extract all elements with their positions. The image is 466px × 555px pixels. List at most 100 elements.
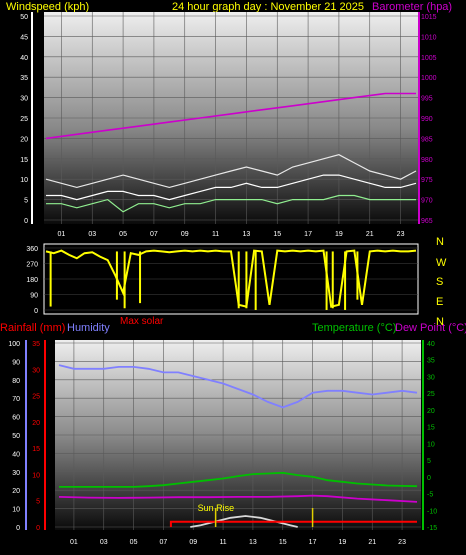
wind-x-tick-label: 17: [304, 231, 312, 238]
temperature-tick-label: 35: [427, 358, 435, 365]
temperature-tick-label: 20: [427, 408, 435, 415]
barometer-tick-label: 965: [421, 218, 433, 225]
wind-y-tick-label: 50: [20, 14, 28, 21]
humidity-tick-label: 80: [12, 378, 20, 385]
rain-line: [169, 520, 417, 527]
rain-tick-label: 25: [32, 394, 40, 401]
direction-grid: [44, 247, 418, 311]
temperature-tick-label: 0: [427, 475, 431, 482]
humidity-line: [58, 364, 418, 409]
solar-line: [190, 515, 298, 528]
rain-tick-label: 35: [32, 341, 40, 348]
temperature-x-tick-label: 13: [249, 539, 257, 546]
humidity-tick-label: 90: [12, 359, 20, 366]
temperature-x-tick-label: 21: [368, 539, 376, 546]
wind-x-tick-label: 05: [119, 231, 127, 238]
direction-tick-label: 360: [26, 246, 38, 253]
rain-tick-label: 5: [36, 499, 40, 506]
direction-line: [45, 249, 417, 308]
direction-tick-label: 0: [34, 308, 38, 315]
rain-tick-label: 10: [32, 472, 40, 479]
temperature-line: [59, 471, 418, 488]
rain-tick-label: 30: [32, 367, 40, 374]
temperature-tick-label: 15: [427, 425, 435, 432]
barometer-tick-label: 975: [421, 177, 433, 184]
rain-tick-label: 20: [32, 420, 40, 427]
barometer-tick-label: 1010: [421, 34, 437, 41]
wind-x-tick-label: 13: [243, 231, 251, 238]
temperature-tick-label: -5: [427, 492, 433, 499]
temperature-axes: 010203040506070809010005101520253035-15-…: [8, 340, 437, 546]
barometer-title: Barometer (hpa): [372, 1, 452, 13]
temperature-x-tick-label: 01: [70, 539, 78, 546]
wind-y-tick-label: 5: [24, 198, 28, 205]
direction-tick-label: 270: [26, 262, 38, 269]
compass-label: N: [436, 316, 444, 328]
rain-tick-label: 0: [36, 525, 40, 532]
wind-y-tick-label: 25: [20, 116, 28, 123]
windspeed-title: Windspeed (kph): [6, 1, 89, 13]
barometer-tick-label: 980: [421, 157, 433, 164]
wind-y-tick-label: 35: [20, 75, 28, 82]
humidity-tick-label: 30: [12, 470, 20, 477]
sun-rise-label: Sun Rise: [198, 503, 235, 513]
humidity-label: Humidity: [67, 322, 110, 334]
rainfall-label: Rainfall (mm): [0, 322, 65, 334]
compass-label: S: [436, 276, 443, 288]
wind-x-tick-label: 03: [88, 231, 96, 238]
direction-tick-label: 180: [26, 277, 38, 284]
wind-y-tick-label: 40: [20, 55, 28, 62]
wind-x-tick-label: 19: [335, 231, 343, 238]
wind-y-tick-label: 20: [20, 136, 28, 143]
windspeed-line: [46, 174, 417, 201]
temperature-grid: [55, 340, 421, 530]
temperature-x-tick-label: 11: [219, 539, 226, 546]
barometer-tick-label: 985: [421, 136, 433, 143]
temperature-tick-label: 5: [427, 458, 431, 465]
graph-day-title: 24 hour graph day : November 21 2025: [172, 1, 364, 13]
wind-y-tick-label: 0: [24, 218, 28, 225]
wind-x-tick-label: 09: [181, 231, 189, 238]
temperature-x-tick-label: 05: [130, 539, 138, 546]
compass-label: W: [436, 257, 447, 269]
temperature-tick-label: 25: [427, 391, 435, 398]
temperature-x-tick-label: 19: [339, 539, 347, 546]
avg_wind-line: [46, 194, 416, 213]
barometer-tick-label: 970: [421, 198, 433, 205]
compass-label: E: [436, 296, 443, 308]
wind-y-tick-label: 15: [20, 157, 28, 164]
humidity-tick-label: 0: [16, 525, 20, 532]
humidity-tick-label: 20: [12, 488, 20, 495]
temperature-x-tick-label: 09: [189, 539, 197, 546]
barometer-tick-label: 990: [421, 116, 433, 123]
humidity-tick-label: 10: [12, 507, 20, 514]
wind-series: [45, 92, 417, 213]
temperature-tick-label: 10: [427, 441, 435, 448]
barometer-tick-label: 1015: [421, 14, 437, 21]
dew_point-line: [58, 494, 418, 503]
wind-x-tick-label: 21: [366, 231, 374, 238]
humidity-tick-label: 40: [12, 451, 20, 458]
max-solar-label: Max solar: [120, 316, 164, 327]
rain-tick-label: 15: [32, 446, 40, 453]
temperature-series: [58, 364, 418, 528]
humidity-tick-label: 50: [12, 433, 20, 440]
barometer-tick-label: 1005: [421, 55, 437, 62]
temperature-tick-label: -10: [427, 508, 437, 515]
wind-x-tick-label: 07: [150, 231, 158, 238]
barometer-tick-label: 1000: [421, 75, 437, 82]
wind-x-tick-label: 23: [397, 231, 405, 238]
wind-x-tick-label: 11: [212, 231, 219, 238]
barometer-line: [45, 92, 416, 140]
direction-tick-label: 90: [30, 293, 38, 300]
temperature-x-tick-label: 15: [279, 539, 287, 546]
direction-series: [45, 249, 417, 310]
temperature-label: Temperature (°C): [312, 322, 396, 334]
temperature-x-tick-label: 23: [398, 539, 406, 546]
barometer-tick-label: 995: [421, 96, 433, 103]
temperature-x-tick-label: 07: [160, 539, 168, 546]
gust-line: [45, 154, 417, 189]
